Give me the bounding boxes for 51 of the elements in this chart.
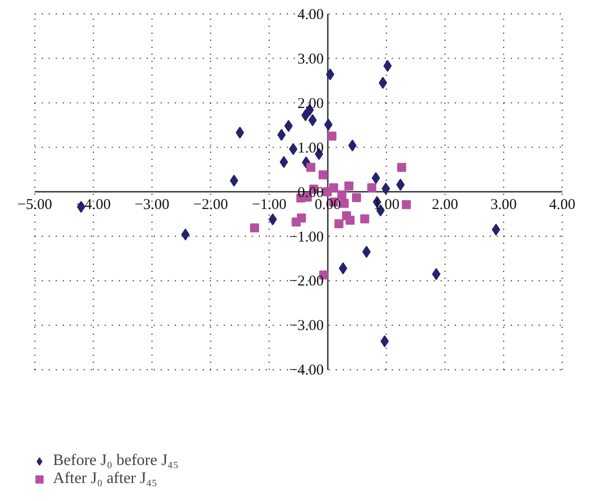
- x-tick-label: 4.00: [549, 196, 576, 213]
- point: [324, 118, 333, 131]
- point: [306, 162, 316, 172]
- x-tick-label: −1.00: [252, 196, 287, 213]
- y-tick-label: −2.00: [289, 274, 324, 290]
- y-tick-label: −3.00: [289, 318, 324, 334]
- point: [250, 223, 260, 232]
- point: [360, 214, 370, 224]
- point: [284, 120, 293, 132]
- point: [277, 128, 286, 141]
- point: [338, 262, 348, 274]
- point: [337, 190, 346, 200]
- point: [230, 174, 238, 187]
- point: [344, 182, 354, 190]
- point: [308, 114, 317, 126]
- point: [352, 193, 362, 202]
- point: [378, 76, 388, 89]
- legend-label: After J₀ after J₄₅: [53, 470, 158, 488]
- point: [348, 140, 357, 152]
- point: [402, 200, 411, 210]
- legend-label: Before J₀ before J₄₅: [53, 452, 179, 470]
- point: [362, 246, 371, 258]
- point: [292, 218, 301, 227]
- point: [236, 126, 244, 139]
- point: [372, 172, 380, 184]
- x-tick-label: −3.00: [134, 196, 170, 213]
- point: [181, 228, 190, 240]
- point: [327, 132, 336, 141]
- point: [380, 335, 389, 348]
- x-tick-label: 2.00: [432, 196, 458, 213]
- point: [396, 178, 405, 191]
- x-tick-label: 3.00: [490, 196, 517, 213]
- point: [367, 183, 376, 192]
- point: [346, 216, 355, 225]
- point: [383, 60, 392, 72]
- y-tick-label: 4.00: [298, 6, 324, 23]
- point: [280, 156, 288, 168]
- y-tick-label: 3.00: [298, 51, 324, 68]
- point: [334, 219, 344, 228]
- point: [326, 68, 334, 80]
- y-tick-label: −1.00: [289, 229, 324, 246]
- point: [301, 109, 310, 122]
- point: [340, 198, 349, 208]
- x-tick-label: −5.00: [17, 196, 52, 213]
- y-tick-label: 1.00: [298, 140, 324, 156]
- y-tick-label: 2.00: [298, 96, 324, 112]
- y-tick-label: −4.00: [289, 362, 324, 379]
- point: [492, 224, 500, 236]
- x-tick-label: −2.00: [193, 196, 228, 213]
- point: [397, 162, 406, 172]
- point: [318, 170, 328, 180]
